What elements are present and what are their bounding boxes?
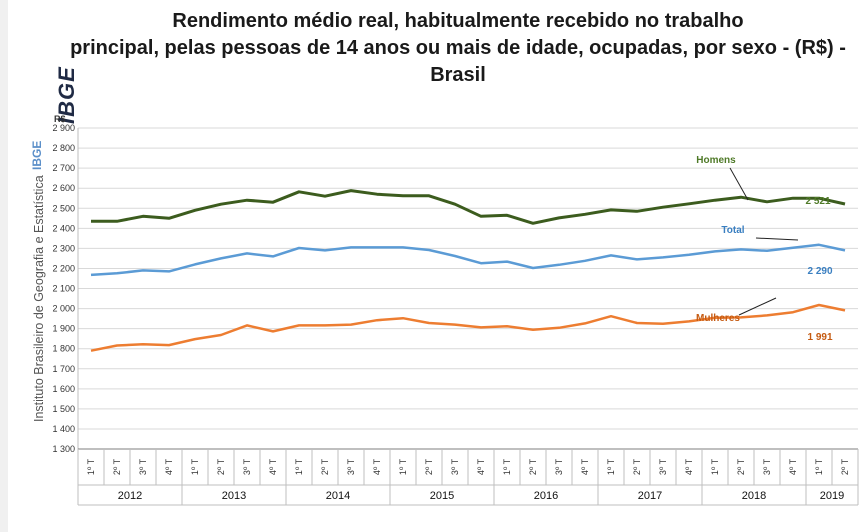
quarter-tick-label: 2º T [320, 458, 330, 475]
quarter-tick-label: 2º T [112, 458, 122, 475]
year-label: 2019 [820, 490, 844, 502]
y-tick-label: 1 900 [52, 324, 75, 334]
y-tick-label: 2 500 [52, 203, 75, 213]
slide: Rendimento médio real, habitualmente rec… [8, 0, 868, 532]
quarter-tick-label: 1º T [398, 458, 408, 475]
title-line-2: principal, pelas pessoas de 14 anos ou m… [70, 37, 846, 59]
year-label: 2018 [742, 490, 766, 502]
series-label-mulheres: Mulheres [696, 313, 740, 324]
y-tick-label: 1 500 [52, 404, 75, 414]
annotation-leader-mulheres [738, 297, 777, 316]
line-chart: 1 300 1 400 1 500 1 600 1 700 1 800 1 900 2 000… [52, 114, 859, 506]
y-tick-label: 1 700 [52, 364, 75, 374]
y-tick-label: 1 300 [52, 444, 75, 454]
quarter-tick-label: 1º T [814, 458, 824, 475]
year-label: 2016 [534, 490, 558, 502]
y-tick-label: 1 400 [52, 424, 75, 434]
quarter-tick-label: 3º T [554, 458, 564, 475]
y-tick-label: 2 300 [52, 243, 75, 253]
y-tick-label: 2 400 [52, 223, 75, 233]
quarter-tick-label: 3º T [242, 458, 252, 475]
annotation-leader-homens [729, 167, 749, 201]
y-tick-label: 2 800 [52, 143, 75, 153]
quarter-tick-label: 1º T [710, 458, 720, 475]
quarter-tick-label: 2º T [216, 458, 226, 475]
quarter-tick-label: 3º T [138, 458, 148, 475]
title-line-3: Brasil [430, 64, 486, 86]
quarter-tick-label: 1º T [294, 458, 304, 475]
chart-title: Rendimento médio real, habitualmente rec… [68, 8, 848, 89]
y-tick-label: 1 600 [52, 384, 75, 394]
quarter-tick-label: 1º T [190, 458, 200, 475]
annotation-leader-total [755, 237, 799, 241]
y-tick-label: 2 100 [52, 284, 75, 294]
y-tick-label: 2 200 [52, 263, 75, 273]
quarter-tick-label: 1º T [86, 458, 96, 475]
year-label: 2017 [638, 490, 662, 502]
quarter-tick-label: 4º T [372, 458, 382, 475]
quarter-tick-label: 1º T [606, 458, 616, 475]
series-line-mulheres [90, 303, 846, 352]
series-label-homens: Homens [696, 155, 736, 166]
quarter-tick-label: 1º T [502, 458, 512, 475]
series-label-total: Total [721, 225, 744, 236]
end-value-label-homens: 2 521 [805, 196, 830, 207]
year-label: 2015 [430, 490, 454, 502]
series-line-total [90, 243, 846, 277]
year-label: 2013 [222, 490, 246, 502]
series-line-homens [91, 189, 846, 225]
year-label: 2012 [118, 490, 142, 502]
quarter-tick-label: 4º T [476, 458, 486, 475]
title-line-1: Rendimento médio real, habitualmente rec… [172, 10, 744, 32]
y-axis-label: R$ [54, 114, 66, 124]
quarter-tick-label: 3º T [346, 458, 356, 475]
y-tick-label: 2 600 [52, 183, 75, 193]
quarter-tick-label: 4º T [268, 458, 278, 475]
quarter-tick-label: 2º T [840, 458, 850, 475]
quarter-tick-label: 4º T [164, 458, 174, 475]
quarter-tick-label: 2º T [424, 458, 434, 475]
y-tick-label: 1 800 [52, 344, 75, 354]
y-tick-label: 2 000 [52, 304, 75, 314]
end-value-label-total: 2 290 [807, 266, 832, 277]
quarter-tick-label: 2º T [736, 458, 746, 475]
quarter-tick-label: 4º T [684, 458, 694, 475]
end-value-label-mulheres: 1 991 [807, 332, 832, 343]
quarter-tick-label: 4º T [788, 458, 798, 475]
quarter-tick-label: 2º T [632, 458, 642, 475]
quarter-tick-label: 3º T [658, 458, 668, 475]
quarter-tick-label: 2º T [528, 458, 538, 475]
quarter-tick-label: 3º T [762, 458, 772, 475]
quarter-tick-label: 3º T [450, 458, 460, 475]
y-tick-label: 2 700 [52, 163, 75, 173]
y-tick-label: 2 900 [52, 123, 75, 133]
year-label: 2014 [326, 490, 350, 502]
quarter-tick-label: 4º T [580, 458, 590, 475]
